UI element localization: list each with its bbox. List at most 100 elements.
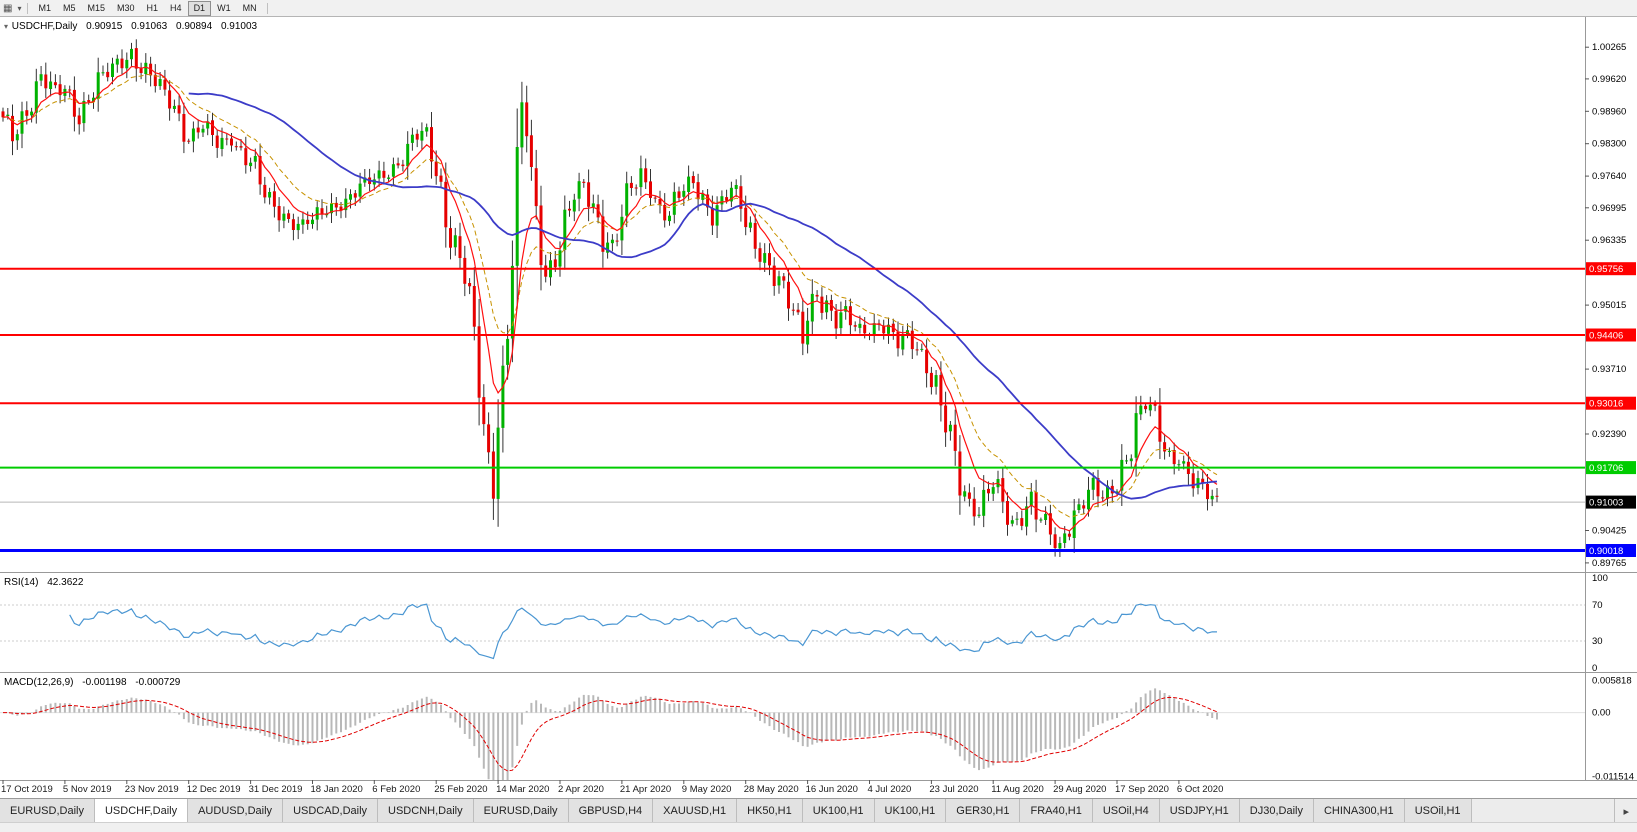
main-toolbar: ▦ ▾ M1 M5 M15 M30 H1 H4 D1 W1 MN [0, 0, 1637, 17]
chart-tab-9-uk100-h1[interactable]: UK100,H1 [802, 799, 875, 823]
ohlc-close: 0.91003 [220, 21, 258, 32]
rsi-line [69, 603, 1218, 660]
chart-tab-5-eurusd-daily[interactable]: EURUSD,Daily [473, 799, 569, 823]
macd-axis-labels[interactable]: 0.005818 0.00 -0.011514 [1592, 675, 1634, 782]
svg-text:25 Feb 2020: 25 Feb 2020 [434, 784, 487, 795]
chart-tab-7-xauusd-h1[interactable]: XAUUSD,H1 [653, 799, 738, 823]
svg-text:0.98300: 0.98300 [1592, 139, 1626, 150]
svg-text:0.96995: 0.96995 [1592, 203, 1626, 214]
svg-text:23 Nov 2019: 23 Nov 2019 [125, 784, 179, 795]
chart-tab-10-uk100-h1[interactable]: UK100,H1 [874, 799, 947, 823]
svg-text:70: 70 [1592, 600, 1603, 611]
price-level-badge-0.90018[interactable]: 0.90018 [1586, 544, 1636, 557]
svg-text:21 Apr 2020: 21 Apr 2020 [620, 784, 671, 795]
svg-text:0.90018: 0.90018 [1589, 546, 1623, 557]
svg-text:5 Nov 2019: 5 Nov 2019 [63, 784, 112, 795]
svg-text:0.96335: 0.96335 [1592, 235, 1626, 246]
svg-text:28 May 2020: 28 May 2020 [744, 784, 799, 795]
svg-text:18 Jan 2020: 18 Jan 2020 [311, 784, 363, 795]
chart-type-icon[interactable]: ▦ [3, 2, 13, 14]
chart-tab-4-usdcnh-daily[interactable]: USDCNH,Daily [378, 799, 474, 823]
price-level-badge-0.91706[interactable]: 0.91706 [1586, 461, 1636, 475]
svg-text:0.95756: 0.95756 [1589, 264, 1623, 275]
svg-text:6 Oct 2020: 6 Oct 2020 [1177, 784, 1223, 795]
ma-fast-line [2, 65, 1218, 532]
current-price-badge[interactable]: 0.91003 [1586, 495, 1636, 509]
timeframe-button-mn[interactable]: MN [242, 2, 257, 13]
chart-background [0, 16, 1637, 798]
timeframe-button-h4[interactable]: H4 [170, 2, 182, 13]
chart-ohlc-header: ▾ USDCHF,Daily 0.90915 0.91063 0.90894 0… [4, 21, 263, 32]
timeframe-button-m5[interactable]: M5 [62, 2, 76, 13]
svg-text:0.99620: 0.99620 [1592, 74, 1626, 85]
chart-tab-16-china300-h1[interactable]: CHINA300,H1 [1313, 799, 1405, 823]
timeframe-button-m15[interactable]: M15 [87, 2, 106, 13]
chart-tab-8-hk50-h1[interactable]: HK50,H1 [737, 799, 803, 823]
svg-text:0.91706: 0.91706 [1589, 463, 1623, 474]
svg-text:0: 0 [1592, 663, 1597, 674]
chart-tab-6-gbpusd-h4[interactable]: GBPUSD,H4 [568, 799, 654, 823]
svg-text:0.005818: 0.005818 [1592, 675, 1632, 686]
macd-signal-value: -0.000729 [135, 677, 181, 688]
macd-main-value: -0.001198 [82, 677, 127, 688]
timeframe-button-d1[interactable]: D1 [187, 0, 212, 16]
chart-tab-12-fra40-h1[interactable]: FRA40,H1 [1020, 799, 1093, 823]
svg-text:0.89765: 0.89765 [1592, 558, 1626, 569]
chart-tab-14-usdjpy-h1[interactable]: USDJPY,H1 [1159, 799, 1240, 823]
svg-text:30: 30 [1592, 636, 1603, 647]
svg-text:9 May 2020: 9 May 2020 [682, 784, 732, 795]
svg-text:0.94406: 0.94406 [1589, 331, 1623, 342]
svg-text:0.90425: 0.90425 [1592, 526, 1626, 537]
chart-tab-1-usdchf-daily[interactable]: USDCHF,Daily [94, 799, 189, 823]
chart-tab-11-ger30-h1[interactable]: GER30,H1 [946, 799, 1021, 823]
time-axis-labels[interactable]: 17 Oct 2019 5 Nov 2019 23 Nov 2019 12 Dec 2… [1, 780, 1223, 795]
timeframe-buttons: M1 M5 M15 M30 H1 H4 D1 W1 MN [32, 0, 262, 16]
svg-text:0.93710: 0.93710 [1592, 364, 1626, 375]
svg-text:0.92390: 0.92390 [1592, 429, 1626, 440]
price-level-badge-0.93016[interactable]: 0.93016 [1586, 396, 1636, 410]
svg-text:0.95015: 0.95015 [1592, 300, 1626, 311]
timeframe-button-w1[interactable]: W1 [217, 2, 231, 13]
timeframe-button-h1[interactable]: H1 [146, 2, 159, 13]
rsi-header: RSI(14) 42.3622 [4, 577, 89, 588]
candlestick-series [1, 39, 1219, 557]
ohlc-low: 0.90894 [176, 21, 213, 32]
price-chart-canvas[interactable]: 1.00265 0.99620 0.98960 0.98300 0.97640 0.969… [0, 0, 1637, 798]
chart-tab-15-dj30-daily[interactable]: DJ30,Daily [1239, 799, 1314, 823]
price-level-badge-0.95756[interactable]: 0.95756 [1586, 262, 1636, 276]
tabs-scroll-right-icon[interactable]: ▸ [1614, 799, 1637, 823]
price-axis-labels[interactable]: 1.00265 0.99620 0.98960 0.98300 0.97640 0.969… [1585, 42, 1626, 569]
macd-label: MACD(12,26,9) [4, 677, 74, 688]
svg-text:11 Aug 2020: 11 Aug 2020 [991, 784, 1044, 795]
chart-tab-bar: EURUSD,Daily USDCHF,Daily AUDUSD,Daily USDC… [0, 798, 1637, 823]
svg-text:0.00: 0.00 [1592, 708, 1611, 719]
chart-tab-3-usdcad-daily[interactable]: USDCAD,Daily [283, 799, 379, 823]
chart-tab-17-usoil-h1[interactable]: USOil,H1 [1404, 799, 1472, 823]
svg-text:4 Jul 2020: 4 Jul 2020 [868, 784, 912, 795]
svg-text:31 Dec 2019: 31 Dec 2019 [249, 784, 303, 795]
price-level-badge-0.94406[interactable]: 0.94406 [1586, 328, 1636, 342]
svg-text:14 Mar 2020: 14 Mar 2020 [496, 784, 549, 795]
svg-text:-0.011514: -0.011514 [1592, 771, 1634, 782]
chart-symbol-label: USDCHF,Daily [11, 21, 78, 32]
chart-tab-0-eurusd-daily[interactable]: EURUSD,Daily [0, 799, 95, 823]
svg-text:17 Oct 2019: 17 Oct 2019 [1, 784, 53, 795]
timeframe-button-m30[interactable]: M30 [117, 2, 135, 13]
svg-text:100: 100 [1592, 573, 1608, 584]
ma-mid-line [2, 73, 1218, 518]
macd-signal-line [3, 696, 1218, 772]
toolbar-separator [27, 2, 29, 14]
svg-text:0.97640: 0.97640 [1592, 171, 1626, 182]
svg-text:0.98960: 0.98960 [1592, 106, 1626, 117]
rsi-value: 42.3622 [47, 577, 84, 588]
svg-text:1.00265: 1.00265 [1592, 42, 1626, 53]
timeframe-button-m1[interactable]: M1 [38, 2, 51, 13]
svg-text:16 Jun 2020: 16 Jun 2020 [806, 784, 858, 795]
svg-text:0.93016: 0.93016 [1589, 399, 1623, 410]
chart-tab-13-usoil-h4[interactable]: USOil,H4 [1092, 799, 1160, 823]
chart-type-dropdown-icon[interactable]: ▾ [17, 3, 22, 13]
chart-tab-2-audusd-daily[interactable]: AUDUSD,Daily [188, 799, 284, 823]
rsi-axis-labels[interactable]: 100 70 30 0 [1592, 573, 1608, 674]
chart-context-arrow-icon[interactable]: ▾ [4, 22, 9, 31]
